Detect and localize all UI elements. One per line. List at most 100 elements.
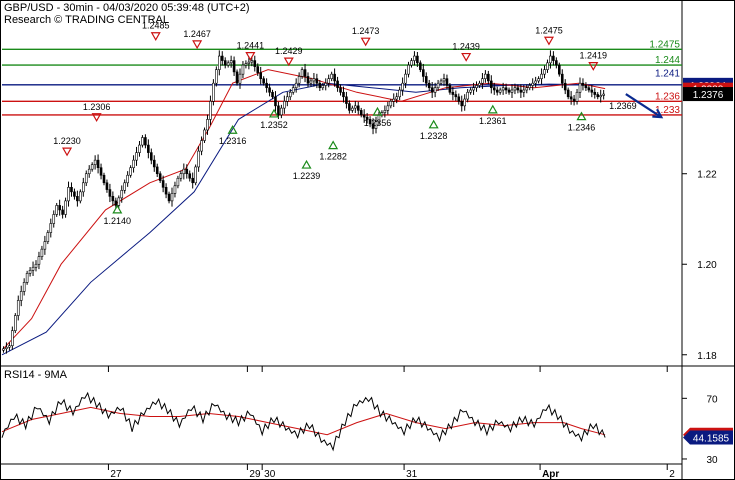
candle-body	[324, 82, 328, 86]
candle-body	[226, 62, 230, 66]
candle-body	[11, 330, 14, 347]
candle-body	[144, 137, 147, 146]
candle-body	[218, 55, 221, 70]
price-axis-tick-label: 1.20	[697, 260, 717, 271]
rsi-value-label: 44.1585	[693, 434, 730, 445]
candle-body	[306, 76, 310, 84]
candle-body	[215, 69, 218, 84]
annotation-label: 1.2429	[275, 46, 303, 56]
candle-body	[132, 159, 135, 168]
candle-body	[55, 205, 58, 215]
candle-body	[543, 69, 546, 75]
candle-body	[262, 78, 265, 84]
candle-body	[200, 140, 203, 152]
candle-body	[504, 87, 508, 91]
level-tag-last-price	[683, 87, 733, 102]
candle-body	[351, 107, 354, 111]
candle-body	[327, 78, 330, 84]
support-marker-icon	[487, 104, 498, 114]
resistance-marker-icon	[360, 37, 371, 47]
candle-body	[61, 209, 64, 215]
candle-body	[111, 196, 115, 202]
candle-body	[572, 98, 576, 102]
annotation-label: 1.2346	[568, 123, 596, 133]
candle-body	[501, 87, 505, 91]
candle-body	[522, 89, 526, 93]
candle-body	[105, 182, 109, 190]
candle-body	[179, 173, 183, 179]
candle-body	[534, 80, 537, 84]
candle-body	[90, 164, 94, 170]
candle-body	[286, 96, 289, 102]
candle-body	[596, 94, 600, 98]
chart-header-title: GBP/USD - 30min - 04/03/2020 05:39:48 (U…	[4, 2, 249, 14]
date-axis-tick-label: 30	[264, 469, 276, 480]
candle-body	[510, 89, 514, 93]
candle-body	[138, 144, 141, 153]
candle-body	[439, 80, 443, 84]
candle-body	[271, 91, 274, 98]
annotation-label: 1.2328	[420, 131, 448, 141]
candle-body	[212, 82, 215, 102]
resistance-marker-icon	[150, 32, 161, 41]
candle-body	[170, 193, 174, 202]
candle-body	[291, 87, 295, 93]
rsi-value-tag	[683, 430, 733, 445]
candle-body	[492, 87, 496, 91]
candle-body	[188, 173, 192, 179]
candle-body	[416, 55, 419, 64]
candle-body	[454, 94, 458, 98]
annotation-label: 1.2140	[104, 216, 132, 226]
candle-body	[516, 87, 520, 91]
level-label-support: 1.233	[655, 105, 680, 116]
rsi-title: RSI14 - 9MA	[4, 369, 68, 381]
candle-body	[362, 114, 366, 118]
candle-body	[537, 78, 540, 82]
candle-body	[191, 177, 194, 184]
date-axis-tick-label: 31	[406, 469, 418, 480]
candle-body	[469, 89, 472, 93]
candle-body	[280, 107, 283, 116]
candle-body	[419, 62, 422, 70]
candle-body	[333, 73, 336, 82]
candle-body	[235, 71, 239, 84]
candle-body	[46, 232, 50, 242]
candle-body	[359, 110, 363, 116]
candle-body	[274, 96, 277, 107]
candle-body	[566, 89, 570, 98]
annotation-label: 1.2369	[609, 101, 637, 111]
resistance-marker-icon	[588, 62, 599, 71]
candle-body	[448, 85, 452, 93]
candle-body	[436, 82, 440, 89]
resistance-marker-icon	[192, 40, 203, 50]
date-axis-tick-label: 29	[249, 469, 261, 480]
level-label-support: 1.236	[655, 91, 680, 102]
candle-body	[150, 152, 153, 161]
candle-body	[303, 69, 307, 77]
candle-body	[392, 98, 396, 102]
annotation-label: 1.2239	[293, 171, 321, 181]
candle-body	[256, 66, 260, 73]
candle-body	[52, 214, 56, 224]
candle-body	[14, 315, 17, 331]
candle-body	[147, 144, 150, 153]
candle-body	[250, 60, 254, 63]
candle-body	[519, 89, 523, 93]
candle-body	[495, 89, 499, 93]
chart-header-credit: Research © TRADING CENTRAL	[4, 14, 169, 26]
candle-body	[549, 55, 552, 64]
candle-body	[117, 197, 121, 206]
candle-body	[67, 187, 70, 202]
candle-body	[73, 191, 76, 197]
candle-body	[507, 89, 511, 93]
candle-body	[451, 91, 455, 95]
candle-body	[223, 60, 227, 66]
candle-body	[407, 64, 410, 75]
candle-body	[244, 63, 248, 66]
rsi-pane: 307045.950644.1585	[1, 391, 733, 466]
candle-body	[194, 166, 197, 184]
support-marker-icon	[428, 119, 439, 129]
candle-body	[114, 200, 118, 206]
candle-body	[584, 85, 588, 89]
candle-body	[430, 87, 434, 93]
